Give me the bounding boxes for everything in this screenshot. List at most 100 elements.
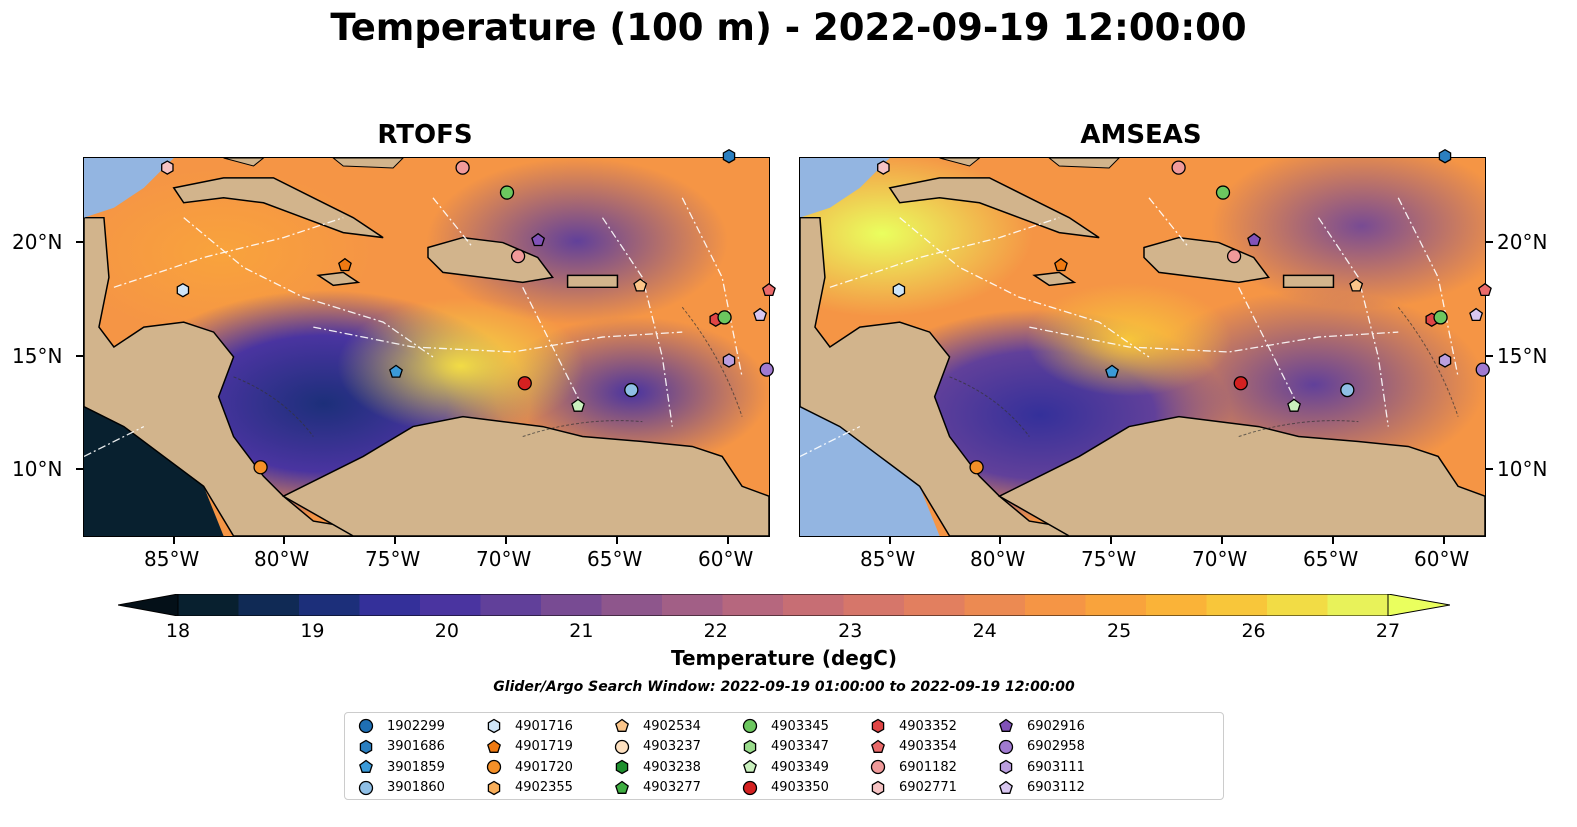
- legend-label: 6902916: [1027, 718, 1085, 734]
- hexagon-marker-icon: [615, 759, 629, 775]
- legend-label: 3901860: [387, 780, 445, 795]
- hexagon-marker-icon: [487, 718, 501, 734]
- hexagon-marker-icon: [871, 718, 885, 734]
- colorbar-tick-label: 27: [1375, 620, 1401, 642]
- lon-label: 85°W: [860, 547, 916, 571]
- circle-marker-icon: [614, 739, 630, 754]
- colorbar-tick-label: 18: [165, 620, 191, 642]
- colorbar-segment: [1327, 594, 1389, 616]
- lat-label-right: 20°N: [1497, 230, 1548, 254]
- search-window-text: Glider/Argo Search Window: 2022-09-19 01…: [493, 679, 1075, 695]
- legend-item: 4903349: [741, 757, 829, 777]
- lon-tick: [1332, 537, 1334, 544]
- legend-label: 4903277: [643, 780, 701, 795]
- legend-label: 6902958: [1027, 739, 1085, 754]
- colorbar-segment: [662, 594, 723, 616]
- legend-label: 4903347: [771, 739, 829, 754]
- circle-marker-icon: [870, 759, 886, 775]
- colorbar-segment: [1085, 594, 1147, 616]
- legend-label: 4903349: [771, 759, 829, 775]
- colorbar-segment: [1146, 594, 1207, 616]
- legend-label: 4902355: [515, 780, 573, 795]
- lon-label: 75°W: [1081, 547, 1137, 571]
- lat-tick: [1486, 355, 1493, 357]
- lon-tick: [394, 537, 396, 544]
- legend-item: 4901719: [485, 737, 573, 757]
- lon-tick: [1443, 537, 1445, 544]
- circle-marker-icon: [358, 718, 374, 734]
- lon-label: 60°W: [698, 547, 754, 571]
- pentagon-marker-icon: [871, 739, 885, 753]
- legend-label: 4903352: [899, 718, 957, 734]
- colorbar-segment: [1206, 594, 1268, 616]
- legend-item: 4903350: [741, 778, 829, 798]
- circle-marker-icon: [998, 739, 1014, 754]
- legend-label: 3901686: [387, 739, 445, 754]
- colorbar-segment: [601, 594, 663, 616]
- lon-label: 60°W: [1414, 547, 1470, 571]
- colorbar-label: Temperature (degC): [671, 646, 897, 670]
- hexagon-marker-icon: [359, 739, 373, 754]
- colorbar-segment: [178, 594, 239, 616]
- legend-item: 4903347: [741, 737, 829, 757]
- legend-label: 4901720: [515, 759, 573, 775]
- legend-label: 4903238: [643, 759, 701, 775]
- legend-item: 4903237: [613, 737, 701, 757]
- pentagon-marker-icon: [615, 718, 629, 732]
- hexagon-marker-icon: [871, 780, 885, 795]
- colorbar-segment: [783, 594, 844, 616]
- legend-label: 6902771: [899, 780, 957, 795]
- legend-item: 4901720: [485, 757, 573, 777]
- colorbar: [118, 594, 1450, 616]
- colorbar-tick-label: 24: [972, 620, 997, 642]
- colorbar-over-triangle: [1387, 594, 1450, 616]
- colorbar-segment: [1025, 594, 1086, 616]
- lon-label: 65°W: [1303, 547, 1359, 571]
- legend-label: 4902534: [643, 718, 701, 734]
- map-amseas: [799, 157, 1486, 537]
- circle-marker-icon: [742, 718, 758, 734]
- legend-label: 4903354: [899, 739, 957, 754]
- colorbar-segment: [480, 594, 542, 616]
- legend-label: 6901182: [899, 759, 957, 775]
- lon-tick: [505, 537, 507, 544]
- lat-tick: [1486, 468, 1493, 470]
- pentagon-marker-icon: [487, 739, 501, 753]
- legend-item: 4903277: [613, 778, 701, 798]
- colorbar-tick-label: 23: [838, 620, 863, 642]
- colorbar-tick-label: 21: [569, 620, 594, 642]
- legend-item: 4901716: [485, 716, 573, 736]
- colorbar-tick-label: 20: [434, 620, 459, 642]
- lon-label: 80°W: [254, 547, 310, 571]
- colorbar-segment: [359, 594, 421, 616]
- panel-title-amseas: AMSEAS: [1080, 120, 1202, 150]
- lon-tick: [616, 537, 618, 544]
- legend-item: 4903352: [869, 716, 957, 736]
- legend-item: 3901686: [357, 737, 445, 757]
- legend: 1902299 3901686 3901859 3901860 4901716 49017…: [344, 712, 1224, 800]
- lon-tick: [1110, 537, 1112, 544]
- legend-item: 4903345: [741, 716, 829, 736]
- legend-item: 4902534: [613, 716, 701, 736]
- pentagon-marker-icon: [743, 759, 757, 773]
- legend-label: 3901859: [387, 759, 445, 775]
- legend-label: 4901719: [515, 739, 573, 754]
- pentagon-marker-icon: [615, 780, 629, 794]
- circle-marker-icon: [358, 780, 374, 795]
- legend-item: 4903238: [613, 757, 701, 777]
- colorbar-tick-label: 22: [703, 620, 728, 642]
- legend-label: 6903112: [1027, 780, 1085, 795]
- lon-tick: [727, 537, 729, 544]
- legend-label: 1902299: [387, 718, 445, 734]
- circle-marker-icon: [742, 780, 758, 795]
- legend-item: 1902299: [357, 716, 445, 736]
- colorbar-segment: [299, 594, 360, 616]
- hexagon-marker-icon: [487, 780, 501, 795]
- legend-label: 4903237: [643, 739, 701, 754]
- pentagon-marker-icon: [999, 718, 1013, 732]
- colorbar-segment: [420, 594, 481, 616]
- pentagon-marker-icon: [359, 759, 373, 773]
- hexagon-marker-icon: [743, 739, 757, 754]
- legend-item: 3901859: [357, 757, 445, 777]
- legend-item: 6903111: [997, 757, 1085, 777]
